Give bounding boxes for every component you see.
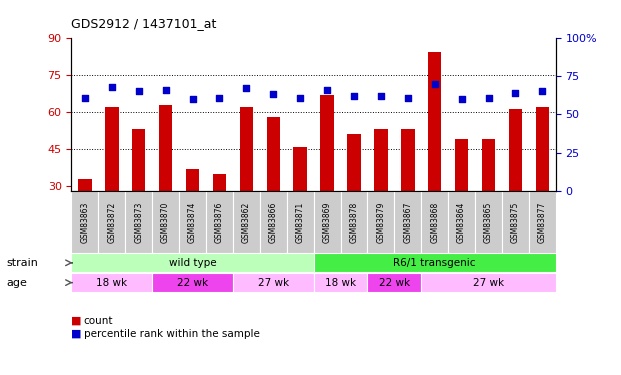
Bar (206, 191, 233, 253)
Text: ■: ■ (71, 329, 82, 339)
Bar (502, 191, 529, 253)
Bar (448, 191, 475, 253)
Bar (78, 179, 92, 261)
Bar (535, 107, 549, 261)
Bar (421, 273, 556, 292)
Bar (71, 273, 152, 292)
Bar (374, 129, 388, 261)
Bar (125, 191, 152, 253)
Bar (233, 273, 314, 292)
Bar (71, 254, 314, 272)
Text: GSM83875: GSM83875 (511, 201, 520, 243)
Bar (529, 191, 556, 253)
Bar (314, 254, 556, 272)
Bar (266, 117, 280, 261)
Bar (186, 169, 199, 261)
Point (403, 94, 413, 100)
Point (349, 93, 359, 99)
Text: 27 wk: 27 wk (473, 278, 504, 288)
Text: GSM83870: GSM83870 (161, 201, 170, 243)
Bar (132, 129, 145, 261)
Text: GSM83869: GSM83869 (322, 201, 332, 243)
Text: GSM83864: GSM83864 (457, 201, 466, 243)
Bar (314, 273, 368, 292)
Text: GSM83879: GSM83879 (376, 201, 386, 243)
Point (242, 85, 252, 91)
Bar (105, 107, 119, 261)
Bar (455, 139, 468, 261)
Text: percentile rank within the sample: percentile rank within the sample (84, 329, 260, 339)
Bar (320, 94, 334, 261)
Point (268, 92, 278, 98)
Point (322, 87, 332, 93)
Bar (98, 191, 125, 253)
Point (430, 81, 440, 87)
Text: 27 wk: 27 wk (258, 278, 289, 288)
Bar (401, 129, 414, 261)
Point (537, 88, 547, 94)
Bar (475, 191, 502, 253)
Text: 18 wk: 18 wk (96, 278, 127, 288)
Point (484, 94, 494, 100)
Text: strain: strain (6, 258, 38, 268)
Text: GSM83868: GSM83868 (430, 201, 439, 243)
Bar (428, 53, 442, 261)
Bar (482, 139, 495, 261)
Point (510, 90, 520, 96)
Text: GSM83871: GSM83871 (296, 201, 305, 243)
Bar (340, 191, 368, 253)
Text: GSM83874: GSM83874 (188, 201, 197, 243)
Bar (179, 191, 206, 253)
Bar (421, 191, 448, 253)
Bar (314, 191, 340, 253)
Bar (368, 273, 421, 292)
Text: GSM83866: GSM83866 (269, 201, 278, 243)
Text: 18 wk: 18 wk (325, 278, 356, 288)
Text: GSM83876: GSM83876 (215, 201, 224, 243)
Text: ■: ■ (71, 316, 82, 326)
Text: age: age (6, 278, 27, 288)
Point (214, 94, 224, 100)
Bar (212, 174, 226, 261)
Bar (152, 273, 233, 292)
Bar (509, 110, 522, 261)
Text: GSM83872: GSM83872 (107, 201, 116, 243)
Bar (294, 147, 307, 261)
Text: 22 wk: 22 wk (379, 278, 410, 288)
Bar (368, 191, 394, 253)
Point (107, 84, 117, 90)
Text: GSM83873: GSM83873 (134, 201, 143, 243)
Point (456, 96, 466, 102)
Point (295, 94, 305, 100)
Point (188, 96, 197, 102)
Text: GSM83877: GSM83877 (538, 201, 547, 243)
Bar (233, 191, 260, 253)
Text: 22 wk: 22 wk (177, 278, 208, 288)
Bar (152, 191, 179, 253)
Bar (347, 134, 361, 261)
Point (80, 94, 90, 100)
Point (134, 88, 143, 94)
Text: R6/1 transgenic: R6/1 transgenic (394, 258, 476, 268)
Text: count: count (84, 316, 114, 326)
Text: GSM83865: GSM83865 (484, 201, 493, 243)
Text: GSM83862: GSM83862 (242, 201, 251, 243)
Text: GDS2912 / 1437101_at: GDS2912 / 1437101_at (71, 17, 217, 30)
Bar (394, 191, 421, 253)
Bar (260, 191, 287, 253)
Bar (287, 191, 314, 253)
Text: GSM83863: GSM83863 (80, 201, 89, 243)
Point (376, 93, 386, 99)
Bar (71, 191, 98, 253)
Bar (159, 105, 172, 261)
Text: GSM83867: GSM83867 (403, 201, 412, 243)
Text: GSM83878: GSM83878 (350, 201, 358, 243)
Text: wild type: wild type (169, 258, 216, 268)
Point (161, 87, 171, 93)
Bar (240, 107, 253, 261)
